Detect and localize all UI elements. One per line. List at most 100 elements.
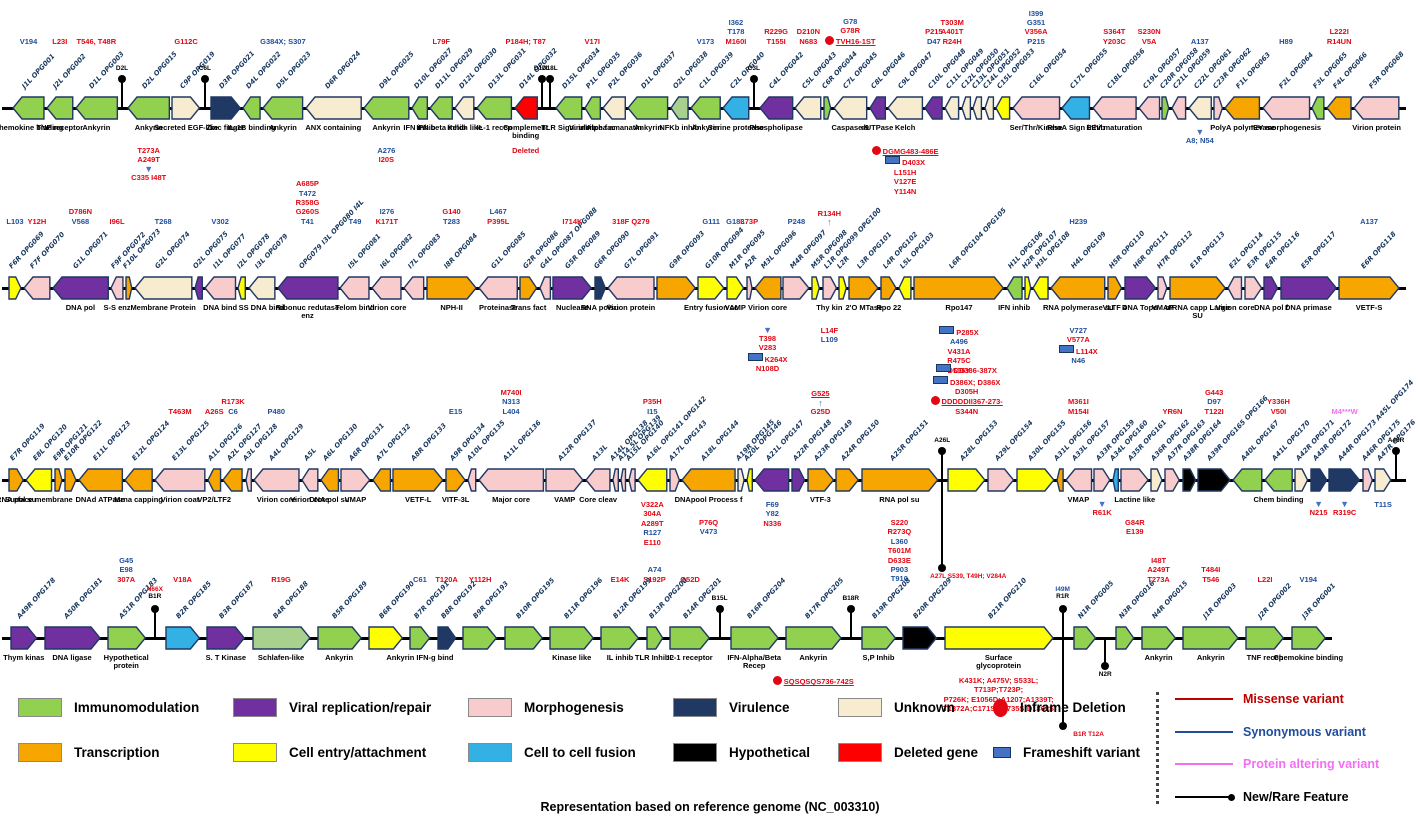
gene-arrow-F1L-OPG063	[1224, 96, 1261, 120]
gene-variants-above: G140 T283	[404, 207, 500, 226]
gene-function-label: Virion coat	[160, 495, 200, 504]
gene-variants-below: SQSQSQS736-742S	[753, 676, 873, 686]
variant-annotation: T484I	[1201, 565, 1221, 575]
gene-arrow-B10R-OPG195	[504, 626, 544, 650]
gene-arrow-A2L-OPG127	[222, 468, 244, 492]
gene-variants-above: G112C	[138, 37, 234, 46]
variant-annotation: T910	[890, 574, 908, 584]
lollipop-stem	[849, 612, 852, 638]
variant-annotation: R61K	[1092, 508, 1112, 518]
legend-line-item: New/Rare Feature	[1175, 790, 1418, 804]
variant-annotation: T41	[301, 216, 314, 226]
gene-variants-above: Y12H	[0, 217, 85, 226]
variant-annotation: S230N	[1137, 27, 1161, 37]
gene-arrow-E13L-OPG125	[154, 468, 206, 492]
frameshift-icon	[936, 364, 952, 373]
gene-variants-above: H239	[1030, 217, 1126, 226]
gene-arrow-L3R-OPG101	[848, 276, 880, 300]
gene-name-label: E6R OPG118	[1359, 230, 1398, 271]
gene-variants-below: T11S	[1323, 500, 1418, 509]
gene-arrow-H3L-OPG108	[1032, 276, 1050, 300]
variant-annotation: E139	[1126, 527, 1144, 537]
variant-annotation: R127	[643, 528, 662, 538]
gene-name-label: E12L OPG124	[130, 419, 172, 463]
legend-label: Transcription	[74, 745, 160, 760]
gene-function-label: Schlafen-like	[257, 653, 305, 662]
gene-arrow-A51R-OPG183	[106, 626, 146, 650]
legend-item: Cell to cell fusion	[468, 743, 673, 762]
variant-annotation: C61	[413, 574, 427, 584]
gene-arrow-C14L-OPG052	[984, 96, 994, 120]
gene-variants-above: I96L	[69, 217, 165, 226]
lollipop-label: N2R	[1098, 671, 1112, 678]
genome-backbone	[2, 637, 1332, 640]
variant-annotation: L467	[489, 207, 507, 217]
variant-annotation: I714K	[562, 216, 583, 226]
variant-annotation: ▼	[763, 325, 772, 335]
gene-variants-above: A26S	[166, 407, 262, 416]
gene-function-label: Chem binding	[1253, 495, 1304, 504]
gene-arrow-G7L-OPG091	[607, 276, 655, 300]
variant-annotation: DD386-387X	[919, 364, 1015, 375]
gene-arrow-F2L-OPG064	[1261, 96, 1311, 120]
gene-function-label: IEV morphogenesis	[1251, 123, 1322, 132]
variant-annotation: H239	[1069, 216, 1088, 226]
gene-name-label: B4R OPG188	[271, 579, 311, 621]
gene-arrow-N1R-OPG005	[1072, 626, 1097, 650]
variant-annotation: P395L	[487, 216, 510, 226]
gene-arrow-A6R-OPG131	[340, 468, 371, 492]
variant-annotation: E14K	[610, 574, 630, 584]
lollipop-long-stem	[1061, 638, 1064, 724]
gene-arrow-I7L-OPG083	[403, 276, 425, 300]
variant-annotation: D403X	[845, 156, 965, 167]
variant-annotation: A26S	[204, 406, 224, 416]
gene-arrow-A43R-OPG172	[1309, 468, 1328, 492]
gene-arrow-B11R-OPG196	[549, 626, 595, 650]
gene-arrow-E2L-OPG114	[1227, 276, 1243, 300]
gene-arrow-M4R-OPG097	[782, 276, 811, 300]
gene-arrow-L5L-OPG103	[898, 276, 912, 300]
variant-annotation: A249T	[137, 155, 160, 165]
gene-arrow-G6R-OPG090	[593, 276, 606, 300]
variant-annotation: L404	[502, 406, 520, 416]
lollipop-label: B15L	[711, 595, 728, 602]
gene-name-label: J3R OPG001	[1299, 581, 1337, 621]
gene-function-label: VITF-3L	[441, 495, 470, 504]
gene-variants-above: V302	[172, 217, 268, 226]
gene-function-label: RNA pol su	[0, 495, 37, 504]
gene-function-label: Complement binding	[502, 123, 549, 141]
variant-annotation: A401T	[940, 27, 964, 37]
gene-variants-above: G384X; S307	[235, 37, 331, 46]
gene-name-label: L6R OPG104 OPG105	[947, 206, 1009, 271]
gene-function-label: Thy kin	[816, 303, 843, 312]
gene-variants-below: ▼ N215	[1259, 499, 1379, 517]
legend-item: Cell entry/attachment	[233, 743, 468, 762]
gene-variants-below: ▼ A8; N54	[1140, 127, 1260, 145]
gene-arrow-A1L-OPG126	[207, 468, 222, 492]
variant-annotation: ↑	[818, 397, 823, 408]
gene-function-label: DNA Topo	[1121, 303, 1158, 312]
gene-function-label: Ankyrin	[82, 123, 111, 132]
gene-variants-above: P184H; T87	[478, 37, 574, 46]
variant-annotation: G525	[811, 389, 830, 399]
gene-function-label: Kelch like	[447, 123, 483, 132]
gene-arrow-B5R-OPG189	[316, 626, 362, 650]
gene-variants-below: ▼ T398 V283 K264X N108D	[708, 325, 828, 374]
lollipop-label: A48R	[1387, 437, 1405, 444]
gene-function-label: Entry fusion cc	[684, 303, 739, 312]
gene-arrow-J2L-OPG002	[46, 96, 74, 120]
variant-annotation: 318F Q279	[612, 216, 650, 226]
lollipop-stem	[1104, 638, 1107, 664]
legend-label: Virulence	[729, 700, 790, 715]
gene-arrow-D2L-OPG015	[127, 96, 171, 120]
gene-arrow-A7L-OPG132	[371, 468, 391, 492]
gene-variants-below: T273A A249T ▼ C335 I48T	[89, 146, 209, 182]
gene-function-label: Serine protease	[707, 123, 765, 132]
new-rare-feature-marker	[749, 75, 758, 83]
variant-annotation: K171T	[375, 216, 399, 226]
variant-annotation: 304A	[643, 509, 662, 519]
gene-function-label: 2'O MTase	[845, 303, 883, 312]
gene-function-label: Virion core	[256, 495, 296, 504]
gene-arrow-B17R-OPG205	[785, 626, 842, 650]
gene-function-label: Kinase like	[552, 653, 592, 662]
